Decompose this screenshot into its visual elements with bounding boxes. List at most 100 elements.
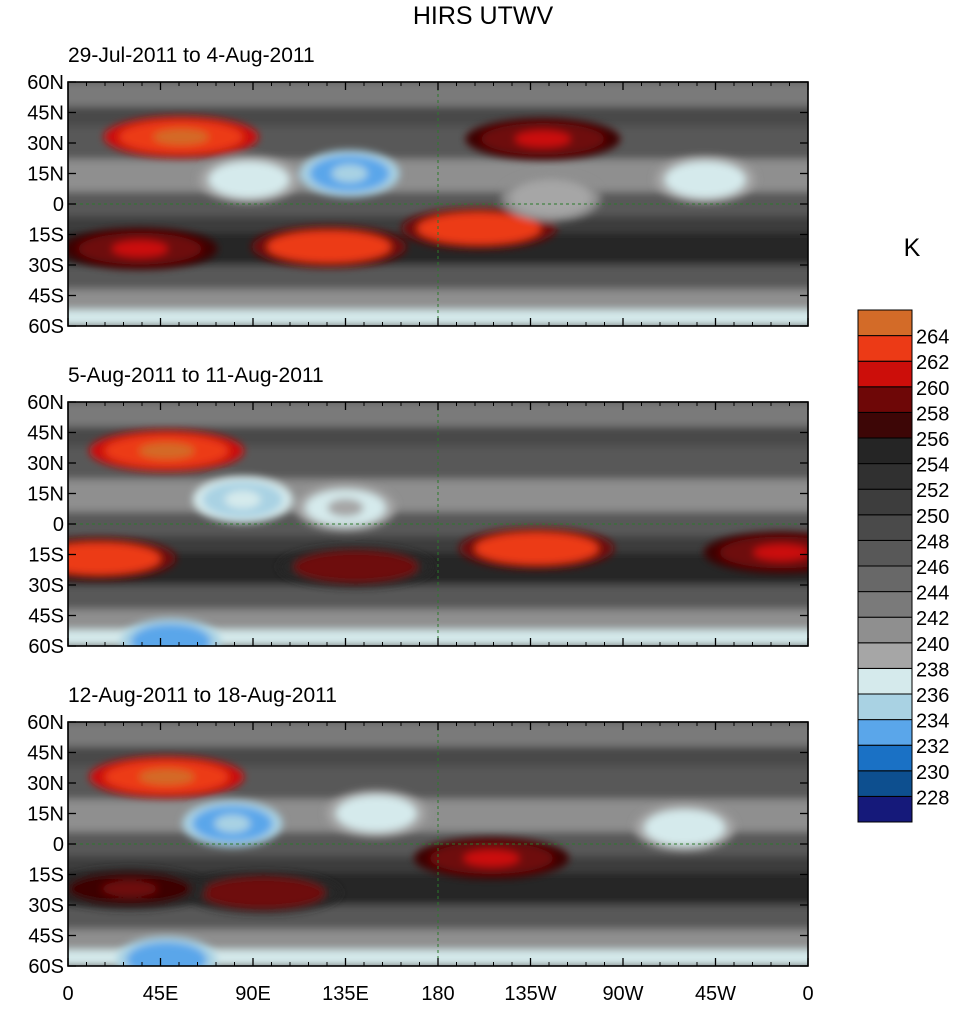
colorbar-box bbox=[857, 744, 913, 772]
lat-tick-label: 15N bbox=[27, 484, 64, 506]
feature-peak bbox=[327, 558, 384, 575]
lat-tick-label: 30N bbox=[27, 773, 64, 795]
colorbar-box bbox=[857, 411, 913, 439]
lat-tick-label: 60N bbox=[27, 712, 64, 734]
colorbar-box bbox=[857, 437, 913, 465]
lon-tick-label: 90E bbox=[235, 983, 271, 1005]
colorbar-box bbox=[857, 565, 913, 593]
lat-band bbox=[68, 106, 808, 127]
colorbar-box bbox=[857, 386, 913, 413]
feature-peak bbox=[463, 850, 520, 867]
utwv-field bbox=[68, 402, 808, 646]
map-panels: 29-Jul-2011 to 4-Aug-2011 60N 45N 30N 15N 0 15… bbox=[27, 44, 813, 1005]
utwv-field bbox=[68, 722, 808, 966]
lat-tick-label: 45N bbox=[27, 103, 64, 125]
colorbar-box bbox=[857, 514, 913, 541]
feature-peak bbox=[358, 804, 395, 823]
lon-tick-label: 45W bbox=[695, 983, 736, 1005]
lon-tick-label: 0 bbox=[802, 983, 813, 1005]
colorbar-level-label: 228 bbox=[916, 787, 949, 809]
lat-tick-label: 15N bbox=[27, 164, 64, 186]
colorbar-box bbox=[857, 795, 913, 823]
lat-tick-label: 60N bbox=[27, 392, 64, 414]
feature-peak bbox=[101, 880, 158, 897]
feature-peak bbox=[138, 768, 195, 785]
colorbar-level-label: 240 bbox=[916, 634, 949, 656]
lat-tick-label: 30S bbox=[28, 575, 64, 597]
colorbar: 228 230 232 234 236 238 240 242 244 246 248 250 252 2… bbox=[857, 309, 949, 823]
panel-period-label: 29-Jul-2011 to 4-Aug-2011 bbox=[68, 44, 315, 67]
lon-tick-label: 90W bbox=[602, 983, 643, 1005]
colorbar-box bbox=[857, 309, 913, 337]
colorbar-box bbox=[857, 642, 913, 669]
colorbar-level-label: 250 bbox=[916, 506, 949, 528]
lon-tick-label: 0 bbox=[62, 983, 73, 1005]
colorbar-level-label: 256 bbox=[916, 429, 949, 451]
colorbar-box bbox=[857, 667, 913, 695]
feature-peak bbox=[153, 128, 209, 145]
feature-peak bbox=[70, 550, 127, 567]
lat-tick-label: 45N bbox=[27, 743, 64, 765]
utwv-field bbox=[68, 82, 808, 326]
colorbar-level-label: 230 bbox=[916, 762, 949, 784]
feature-peak bbox=[666, 818, 703, 837]
lat-tick-label: 0 bbox=[53, 194, 64, 216]
lat-tick-label: 0 bbox=[53, 514, 64, 536]
feature-peak bbox=[533, 188, 570, 207]
colorbar-box bbox=[857, 539, 913, 567]
feature-peak bbox=[214, 814, 251, 833]
lat-tick-label: 60S bbox=[28, 956, 64, 978]
feature-peak bbox=[301, 238, 357, 255]
lon-tick-label: 45E bbox=[143, 983, 179, 1005]
colorbar-level-label: 248 bbox=[916, 531, 949, 553]
colorbar-box bbox=[857, 335, 913, 362]
feature-peak bbox=[152, 632, 189, 646]
feature-peak bbox=[230, 170, 267, 189]
lat-band bbox=[68, 426, 808, 447]
lat-tick-label: 15N bbox=[27, 804, 64, 826]
feature-peak bbox=[224, 490, 261, 509]
lat-tick-label: 15S bbox=[28, 545, 64, 567]
lat-tick-label: 30N bbox=[27, 133, 64, 155]
feature-peak bbox=[451, 220, 508, 237]
colorbar-box bbox=[857, 591, 913, 618]
colorbar-level-label: 254 bbox=[916, 455, 949, 477]
lat-band bbox=[68, 536, 808, 553]
colorbar-box bbox=[857, 616, 913, 644]
colorbar-level-label: 234 bbox=[916, 711, 949, 733]
colorbar-box bbox=[857, 770, 913, 797]
lat-tick-label: 30S bbox=[28, 255, 64, 277]
panel-period-label: 5-Aug-2011 to 11-Aug-2011 bbox=[68, 364, 324, 387]
lat-tick-label: 15S bbox=[28, 225, 64, 247]
feature-peak bbox=[327, 498, 364, 517]
lat-tick-label: 45S bbox=[28, 286, 64, 308]
colorbar-level-label: 242 bbox=[916, 608, 949, 630]
lon-tick-label: 180 bbox=[421, 983, 454, 1005]
colorbar-level-label: 244 bbox=[916, 583, 949, 605]
colorbar-box bbox=[857, 693, 913, 721]
colorbar-box bbox=[857, 463, 913, 490]
feature-peak bbox=[753, 544, 808, 561]
lat-tick-label: 0 bbox=[53, 834, 64, 856]
colorbar-level-label: 264 bbox=[916, 327, 949, 349]
lat-band bbox=[68, 552, 808, 585]
colorbar-level-label: 252 bbox=[916, 480, 949, 502]
colorbar-level-label: 258 bbox=[916, 403, 949, 425]
lat-tick-label: 30N bbox=[27, 453, 64, 475]
lat-tick-label: 45S bbox=[28, 926, 64, 948]
colorbar-box bbox=[857, 488, 913, 516]
lat-band bbox=[68, 746, 808, 767]
lat-tick-label: 45S bbox=[28, 606, 64, 628]
feature-peak bbox=[138, 442, 195, 459]
feature-peak bbox=[514, 130, 571, 147]
lat-tick-label: 60S bbox=[28, 636, 64, 658]
colorbar-box bbox=[857, 719, 913, 746]
lat-tick-label: 15S bbox=[28, 865, 64, 887]
colorbar-box bbox=[857, 360, 913, 388]
colorbar-units-label: K bbox=[904, 234, 921, 262]
colorbar-level-label: 260 bbox=[916, 378, 949, 400]
feature-peak bbox=[112, 240, 168, 257]
